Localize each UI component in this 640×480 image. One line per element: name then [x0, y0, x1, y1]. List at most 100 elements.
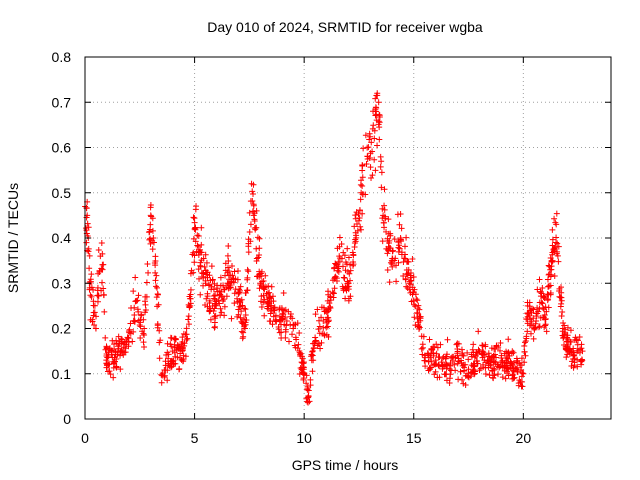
- data-point: [208, 263, 215, 270]
- data-point: [210, 292, 217, 299]
- data-point: [130, 288, 137, 295]
- data-point: [410, 289, 417, 296]
- chart-title: Day 010 of 2024, SRMTID for receiver wgb…: [207, 19, 483, 35]
- data-point: [309, 368, 316, 375]
- data-point: [88, 293, 95, 300]
- data-point: [386, 279, 393, 286]
- data-point: [132, 274, 139, 281]
- data-point: [248, 180, 255, 187]
- data-point: [296, 329, 303, 336]
- data-point: [548, 257, 555, 264]
- data-point: [506, 352, 513, 359]
- data-point: [353, 234, 360, 241]
- data-point: [179, 347, 186, 354]
- data-point: [498, 359, 505, 366]
- data-point: [301, 370, 308, 377]
- data-point: [518, 383, 525, 390]
- x-tick-label: 5: [191, 430, 199, 446]
- data-point: [131, 317, 138, 324]
- data-point: [268, 302, 275, 309]
- data-point: [524, 316, 531, 323]
- data-point: [191, 219, 198, 226]
- data-point: [471, 354, 478, 361]
- data-point: [206, 272, 213, 279]
- data-point: [426, 365, 433, 372]
- data-point: [92, 325, 99, 332]
- data-point: [561, 322, 568, 329]
- data-point: [293, 336, 300, 343]
- data-point: [352, 238, 359, 245]
- data-point: [485, 357, 492, 364]
- data-point: [108, 348, 115, 355]
- data-point: [223, 293, 230, 300]
- data-point: [203, 295, 210, 302]
- data-point: [245, 249, 252, 256]
- data-point: [221, 286, 228, 293]
- data-point: [194, 242, 201, 249]
- data-point: [499, 374, 506, 381]
- data-point: [106, 368, 113, 375]
- data-point: [218, 309, 225, 316]
- data-point: [475, 328, 482, 335]
- data-point: [464, 349, 471, 356]
- data-point: [442, 355, 449, 362]
- data-point: [187, 270, 194, 277]
- data-point: [326, 300, 333, 307]
- data-point: [553, 234, 560, 241]
- data-point: [234, 267, 241, 274]
- data-point: [380, 212, 387, 219]
- data-point: [256, 271, 263, 278]
- data-point: [567, 348, 574, 355]
- data-point: [341, 252, 348, 259]
- data-point: [482, 341, 489, 348]
- data-point: [578, 356, 585, 363]
- data-point: [459, 351, 466, 358]
- x-tick-label: 15: [406, 430, 422, 446]
- data-point: [493, 342, 500, 349]
- data-point: [325, 291, 332, 298]
- data-point: [264, 305, 271, 312]
- data-point: [169, 348, 176, 355]
- y-tick-label: 0.4: [52, 230, 72, 246]
- data-point: [460, 352, 467, 359]
- data-point: [112, 351, 119, 358]
- data-point: [147, 212, 154, 219]
- data-point: [358, 177, 365, 184]
- data-point: [118, 335, 125, 342]
- data-point: [158, 379, 165, 386]
- data-point: [532, 320, 539, 327]
- data-point: [315, 340, 322, 347]
- data-point: [471, 370, 478, 377]
- data-point: [400, 272, 407, 279]
- data-point: [236, 303, 243, 310]
- data-point: [113, 340, 120, 347]
- data-point: [250, 190, 257, 197]
- data-point: [441, 371, 448, 378]
- data-point: [519, 370, 526, 377]
- data-point: [558, 312, 565, 319]
- data-point: [397, 235, 404, 241]
- data-point: [192, 224, 199, 231]
- x-axis-label: GPS time / hours: [292, 457, 399, 473]
- data-point: [486, 372, 493, 379]
- data-point: [521, 339, 528, 346]
- data-point: [84, 220, 91, 227]
- data-point: [113, 337, 120, 344]
- data-point: [409, 255, 416, 262]
- data-point: [362, 132, 369, 139]
- data-point: [432, 357, 439, 364]
- data-point: [281, 307, 288, 314]
- data-point: [272, 312, 279, 319]
- data-point: [231, 290, 238, 297]
- data-point: [153, 272, 160, 279]
- data-point: [546, 271, 553, 278]
- data-point: [401, 255, 408, 262]
- data-point: [198, 241, 205, 248]
- data-point: [523, 333, 530, 340]
- data-point: [125, 328, 132, 335]
- data-point: [394, 211, 401, 218]
- data-point: [88, 271, 95, 278]
- data-point: [530, 335, 537, 342]
- data-point: [171, 341, 178, 348]
- data-point: [354, 227, 361, 234]
